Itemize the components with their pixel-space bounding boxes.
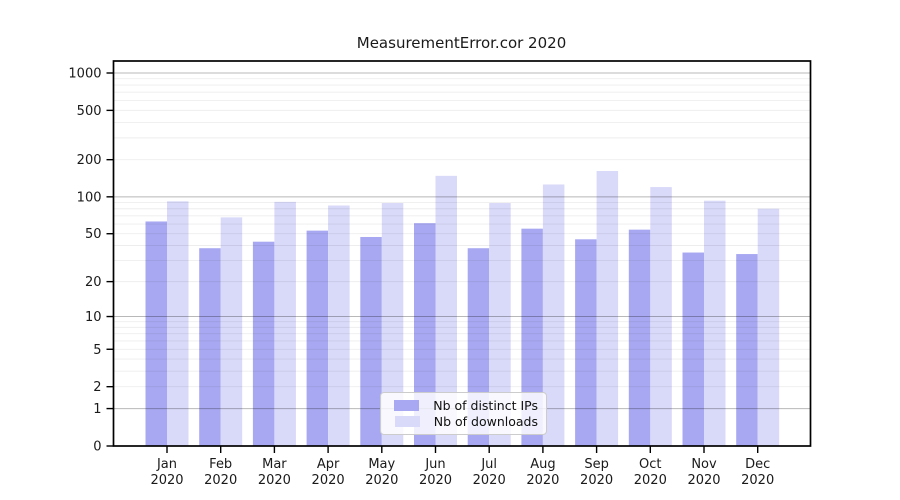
x-tick-year-feb: 2020 xyxy=(204,473,237,488)
x-tick-label-nov: Nov xyxy=(691,457,717,472)
x-tick-label-may: May xyxy=(368,457,395,472)
x-tick-label-jun: Jun xyxy=(424,457,445,472)
x-tick-label-oct: Oct xyxy=(639,457,661,472)
bar-nb-of-distinct-ips-nov xyxy=(682,252,704,446)
bar-nb-of-downloads-jan xyxy=(167,201,189,446)
axes-layer xyxy=(112,60,812,447)
legend-label-downloads: Nb of downloads xyxy=(433,414,538,429)
y-tick-label-2: 2 xyxy=(93,380,101,395)
x-tick-year-jul: 2020 xyxy=(473,473,506,488)
x-tick-year-apr: 2020 xyxy=(312,473,345,488)
gridlines-layer xyxy=(113,72,811,410)
x-tick-label-jul: Jul xyxy=(480,457,497,472)
bar-nb-of-distinct-ips-oct xyxy=(628,229,651,446)
x-tick-label-feb: Feb xyxy=(209,457,232,472)
x-tick-year-nov: 2020 xyxy=(687,473,720,488)
bar-nb-of-downloads-feb xyxy=(220,217,243,446)
bar-nb-of-distinct-ips-jun xyxy=(414,223,436,446)
bar-nb-of-distinct-ips-aug xyxy=(521,228,543,446)
legend-label-distinct-ips: Nb of distinct IPs xyxy=(433,398,538,413)
x-tick-year-mar: 2020 xyxy=(258,473,291,488)
y-tick-label-100: 100 xyxy=(77,190,102,205)
y-tick-label-200: 200 xyxy=(77,153,102,168)
y-tick-label-50: 50 xyxy=(85,227,102,242)
legend-item-downloads: Nb of downloads xyxy=(385,414,538,429)
x-tick-year-may: 2020 xyxy=(365,473,398,488)
y-tick-label-5: 5 xyxy=(93,343,101,358)
y-tick-label-0: 0 xyxy=(93,440,101,455)
tick-labels-layer: 01251020501002005001000Jan2020Feb2020Mar… xyxy=(68,67,774,489)
x-tick-year-jan: 2020 xyxy=(150,473,183,488)
bar-nb-of-downloads-apr xyxy=(328,205,350,446)
y-tick-label-20: 20 xyxy=(85,275,102,290)
legend-swatch-downloads xyxy=(394,416,420,427)
bar-nb-of-downloads-may xyxy=(381,203,404,446)
legend: Nb of distinct IPs Nb of downloads xyxy=(380,392,547,435)
legend-swatch-distinct-ips xyxy=(394,400,420,411)
x-tick-year-sep: 2020 xyxy=(580,473,613,488)
bar-nb-of-distinct-ips-apr xyxy=(306,230,329,446)
bar-nb-of-distinct-ips-mar xyxy=(252,241,275,446)
x-tick-year-jun: 2020 xyxy=(419,473,452,488)
bar-nb-of-downloads-nov xyxy=(704,200,726,446)
x-tick-label-sep: Sep xyxy=(584,457,609,472)
y-tick-label-500: 500 xyxy=(77,104,102,119)
bar-nb-of-distinct-ips-jan xyxy=(145,221,167,446)
bar-nb-of-distinct-ips-sep xyxy=(575,239,597,446)
bar-nb-of-downloads-dec xyxy=(757,208,780,446)
bar-nb-of-downloads-jun xyxy=(435,175,457,446)
bar-nb-of-downloads-aug xyxy=(542,184,565,447)
x-tick-label-jan: Jan xyxy=(156,457,177,472)
legend-item-distinct-ips: Nb of distinct IPs xyxy=(385,398,538,413)
x-tick-label-dec: Dec xyxy=(745,457,770,472)
x-tick-year-aug: 2020 xyxy=(526,473,559,488)
x-tick-label-aug: Aug xyxy=(530,457,555,472)
x-tick-label-apr: Apr xyxy=(317,457,340,472)
y-tick-label-1: 1 xyxy=(93,402,101,417)
bar-nb-of-downloads-sep xyxy=(596,170,619,446)
chart-title: MeasurementError.cor 2020 xyxy=(356,34,567,52)
bar-nb-of-distinct-ips-feb xyxy=(199,248,221,446)
bar-nb-of-downloads-mar xyxy=(274,201,296,446)
y-tick-label-10: 10 xyxy=(85,310,102,325)
x-tick-year-oct: 2020 xyxy=(634,473,667,488)
bar-nb-of-downloads-oct xyxy=(650,187,672,446)
bar-nb-of-downloads-jul xyxy=(489,203,511,446)
bar-nb-of-distinct-ips-may xyxy=(360,236,382,446)
x-tick-label-mar: Mar xyxy=(262,457,287,472)
bar-nb-of-distinct-ips-dec xyxy=(736,254,758,446)
x-tick-year-dec: 2020 xyxy=(741,473,774,488)
y-tick-label-1000: 1000 xyxy=(68,67,101,82)
plot-border xyxy=(112,60,812,447)
